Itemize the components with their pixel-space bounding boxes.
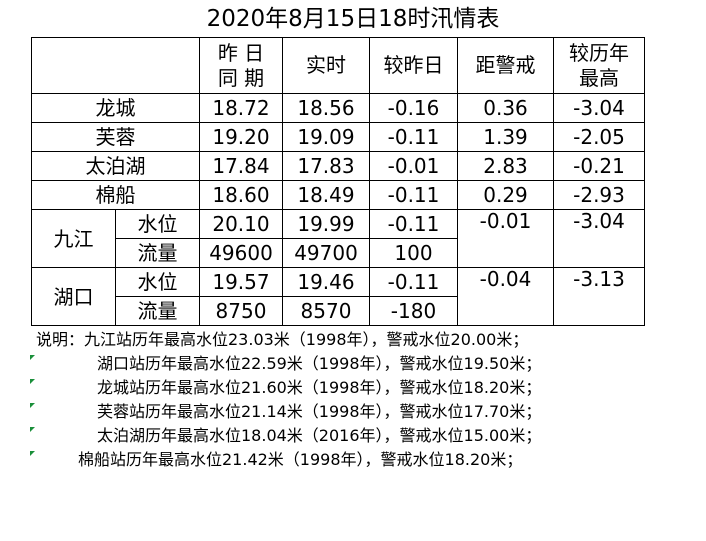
header-vs-record[interactable]: 较历年 最高: [553, 37, 645, 94]
record-diff-value[interactable]: -2.93: [553, 180, 645, 210]
flood-status-table: 昨 日 同 期 实时 较昨日 距警戒 较历年 最高 龙城 18.72 18.56…: [31, 37, 645, 326]
station-name[interactable]: 龙城: [31, 93, 200, 123]
current-value[interactable]: 19.99: [282, 209, 370, 239]
metric-label[interactable]: 水位: [115, 267, 200, 297]
cell-comment-marker-icon: [30, 379, 35, 384]
record-diff-value[interactable]: -3.04: [553, 209, 645, 268]
metric-label[interactable]: 水位: [115, 209, 200, 239]
table-row: 太泊湖 17.84 17.83 -0.01 2.83 -0.21: [31, 151, 645, 181]
warning-diff-value[interactable]: 1.39: [457, 122, 554, 152]
warning-diff-value[interactable]: -0.01: [457, 209, 554, 268]
current-value[interactable]: 8570: [282, 296, 370, 326]
note-line[interactable]: 湖口站历年最高水位22.59米（1998年），警戒水位19.50米；: [97, 354, 542, 373]
cell-comment-marker-icon: [30, 427, 35, 432]
table-row: 棉船 18.60 18.49 -0.11 0.29 -2.93: [31, 180, 645, 210]
diff-value[interactable]: 100: [369, 238, 458, 268]
header-corner-cell[interactable]: [31, 37, 200, 94]
diff-value[interactable]: -0.11: [369, 180, 458, 210]
current-value[interactable]: 17.83: [282, 151, 370, 181]
note-line[interactable]: 太泊湖历年最高水位18.04米（2016年），警戒水位15.00米；: [97, 426, 542, 445]
station-name-jiujiang[interactable]: 九江: [31, 209, 116, 268]
table-row: 龙城 18.72 18.56 -0.16 0.36 -3.04: [31, 93, 645, 123]
record-diff-value[interactable]: -3.13: [553, 267, 645, 326]
prev-value[interactable]: 49600: [199, 238, 283, 268]
warning-diff-value[interactable]: 0.29: [457, 180, 554, 210]
notes-section: 说明：九江站历年最高水位23.03米（1998年），警戒水位20.00米； 湖口…: [36, 328, 541, 472]
warning-diff-value[interactable]: 0.36: [457, 93, 554, 123]
current-value[interactable]: 18.56: [282, 93, 370, 123]
warning-diff-value[interactable]: -0.04: [457, 267, 554, 326]
table-row: 芙蓉 19.20 19.09 -0.11 1.39 -2.05: [31, 122, 645, 152]
prev-value[interactable]: 18.60: [199, 180, 283, 210]
station-name-hukou[interactable]: 湖口: [31, 267, 116, 326]
diff-value[interactable]: -180: [369, 296, 458, 326]
current-value[interactable]: 18.49: [282, 180, 370, 210]
diff-value[interactable]: -0.01: [369, 151, 458, 181]
metric-label[interactable]: 流量: [115, 238, 200, 268]
prev-value[interactable]: 19.57: [199, 267, 283, 297]
header-current[interactable]: 实时: [282, 37, 370, 94]
header-vs-prev[interactable]: 较昨日: [369, 37, 458, 94]
note-line[interactable]: 棉船站历年最高水位21.42米（1998年），警戒水位18.20米；: [78, 450, 523, 469]
table-row: 湖口 水位 19.57 19.46 -0.11 -0.04 -3.13: [31, 267, 645, 326]
record-diff-value[interactable]: -3.04: [553, 93, 645, 123]
prev-value[interactable]: 18.72: [199, 93, 283, 123]
current-value[interactable]: 49700: [282, 238, 370, 268]
cell-comment-marker-icon: [30, 403, 35, 408]
warning-diff-value[interactable]: 2.83: [457, 151, 554, 181]
cell-comment-marker-icon: [30, 355, 35, 360]
diff-value[interactable]: -0.11: [369, 267, 458, 297]
header-row: 昨 日 同 期 实时 较昨日 距警戒 较历年 最高: [31, 37, 645, 94]
station-name[interactable]: 芙蓉: [31, 122, 200, 152]
cell-comment-marker-icon: [30, 451, 35, 456]
table-row: 流量 8750 8570 -180: [32, 296, 645, 326]
prev-value[interactable]: 19.20: [199, 122, 283, 152]
note-line[interactable]: 龙城站历年最高水位21.60米（1998年），警戒水位18.20米；: [97, 378, 542, 397]
diff-value[interactable]: -0.16: [369, 93, 458, 123]
header-prev-day[interactable]: 昨 日 同 期: [199, 37, 283, 94]
prev-value[interactable]: 17.84: [199, 151, 283, 181]
table-row: 九江 水位 20.10 19.99 -0.11 -0.01 -3.04: [31, 209, 645, 268]
header-to-warning[interactable]: 距警戒: [457, 37, 554, 94]
station-name[interactable]: 棉船: [31, 180, 200, 210]
record-diff-value[interactable]: -2.05: [553, 122, 645, 152]
table-row: 流量 49600 49700 100: [32, 238, 645, 268]
station-name[interactable]: 太泊湖: [31, 151, 200, 181]
diff-value[interactable]: -0.11: [369, 209, 458, 239]
record-diff-value[interactable]: -0.21: [553, 151, 645, 181]
note-line[interactable]: 芙蓉站历年最高水位21.14米（1998年），警戒水位17.70米；: [97, 402, 542, 421]
current-value[interactable]: 19.46: [282, 267, 370, 297]
diff-value[interactable]: -0.11: [369, 122, 458, 152]
table-title: 2020年8月15日18时汛情表: [206, 6, 500, 32]
prev-value[interactable]: 20.10: [199, 209, 283, 239]
note-line[interactable]: 说明：九江站历年最高水位23.03米（1998年），警戒水位20.00米；: [36, 330, 529, 349]
prev-value[interactable]: 8750: [199, 296, 283, 326]
metric-label[interactable]: 流量: [115, 296, 200, 326]
current-value[interactable]: 19.09: [282, 122, 370, 152]
